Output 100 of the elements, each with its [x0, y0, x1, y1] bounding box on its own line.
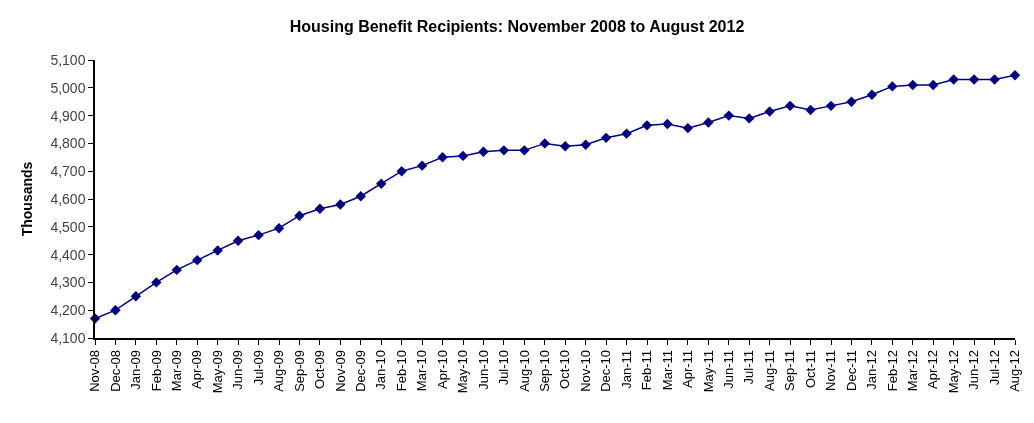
- point: [989, 74, 1000, 85]
- point: [744, 113, 755, 124]
- x-tick-label: Aug-11: [761, 349, 777, 391]
- point: [723, 110, 734, 121]
- point: [825, 100, 837, 112]
- point: [273, 222, 285, 234]
- y-tick-label: 4,600: [50, 190, 86, 207]
- x-tick-label: Feb-11: [639, 349, 655, 391]
- x-tick-label: May-12: [945, 349, 961, 394]
- x-tick-label: May-10: [455, 349, 471, 394]
- x-tick-label: Jul-09: [250, 349, 266, 386]
- point: [948, 74, 959, 85]
- point: [703, 117, 714, 128]
- point: [355, 191, 366, 202]
- point: [805, 104, 816, 116]
- x-tick-label: Nov-08: [87, 349, 103, 392]
- x-tick-label: Apr-10: [434, 349, 450, 389]
- point: [232, 235, 244, 246]
- point: [151, 277, 162, 288]
- y-tick-label: 4,400: [50, 246, 86, 263]
- y-tick-label: 4,800: [50, 135, 86, 152]
- x-tick-label: Feb-09: [148, 349, 164, 392]
- point: [662, 118, 673, 130]
- point: [641, 120, 653, 131]
- point: [314, 203, 326, 214]
- x-tick-label: Mar-09: [169, 349, 185, 392]
- x-tick-label: Apr-09: [189, 349, 205, 389]
- y-tick-label: 5,000: [50, 79, 86, 96]
- point: [1009, 70, 1021, 81]
- point: [928, 79, 939, 91]
- point: [968, 74, 980, 85]
- x-tick-label: Aug-09: [271, 349, 287, 392]
- point: [887, 81, 898, 92]
- x-tick-label: Dec-09: [353, 349, 369, 392]
- point: [416, 160, 428, 171]
- y-tick-label: 4,900: [50, 107, 86, 124]
- point: [621, 128, 632, 139]
- x-tick-label: Jul-12: [986, 349, 1002, 386]
- point: [866, 89, 878, 100]
- chart-title: Housing Benefit Recipients: November 2008 to August 2012: [289, 18, 745, 36]
- point: [437, 152, 448, 163]
- point: [171, 264, 182, 276]
- point: [335, 199, 346, 210]
- point: [498, 145, 510, 156]
- x-tick-label: Oct-10: [557, 349, 573, 389]
- x-tick-label: Mar-12: [905, 349, 921, 392]
- x-tick-label: Jun-12: [966, 349, 982, 390]
- y-tick-label: 4,500: [50, 218, 86, 235]
- x-tick-label: Oct-09: [312, 349, 328, 389]
- point: [376, 178, 387, 189]
- x-tick-label: Sep-10: [537, 349, 553, 392]
- point: [600, 132, 612, 144]
- x-tick-label: Jan-09: [128, 349, 144, 390]
- x-tick-label: Feb-12: [884, 349, 900, 392]
- x-tick-label: Jun-11: [721, 349, 737, 389]
- x-tick-label: Aug-12: [1007, 349, 1023, 392]
- y-tick-label: 4,700: [50, 163, 86, 180]
- point: [539, 138, 550, 149]
- point: [764, 106, 775, 117]
- x-tick-label: Dec-11: [843, 349, 859, 391]
- point: [294, 210, 305, 221]
- x-tick-label: May-11: [700, 349, 716, 393]
- x-tick-label: May-09: [209, 349, 225, 394]
- x-tick-label: Jun-10: [475, 349, 491, 390]
- y-axis-title: Thousands: [18, 161, 35, 237]
- x-tick-label: Nov-09: [332, 349, 348, 392]
- x-tick-label: Oct-11: [802, 349, 818, 389]
- point: [519, 145, 530, 156]
- point: [580, 139, 591, 150]
- point: [253, 229, 264, 241]
- x-tick-label: Dec-08: [107, 349, 123, 392]
- x-tick-label: Mar-11: [659, 349, 675, 391]
- point: [682, 122, 694, 134]
- point: [212, 245, 223, 256]
- y-tick-label: 4,200: [50, 302, 86, 319]
- x-tick-label: Sep-09: [291, 349, 307, 392]
- x-tick-label: Jul-10: [496, 349, 512, 386]
- x-tick-label: Sep-11: [782, 349, 798, 391]
- x-tick-label: Dec-10: [598, 349, 614, 392]
- point: [396, 166, 407, 177]
- x-tick-label: Feb-10: [393, 349, 409, 392]
- x-tick-label: Jan-11: [618, 349, 634, 389]
- point: [784, 100, 796, 112]
- x-tick-label: Apr-11: [680, 349, 696, 389]
- y-tick-label: 5,100: [50, 51, 86, 68]
- point: [846, 96, 857, 107]
- x-tick-label: Apr-12: [925, 349, 941, 389]
- point: [478, 146, 489, 157]
- x-tick-label: Mar-10: [414, 349, 430, 392]
- point: [110, 305, 121, 316]
- x-tick-label: Jan-10: [373, 349, 389, 390]
- x-tick-label: Jun-09: [230, 349, 246, 390]
- x-tick-label: Jul-11: [741, 349, 757, 385]
- y-tick-label: 4,100: [50, 329, 86, 346]
- y-tick-label: 4,300: [50, 274, 86, 291]
- x-tick-label: Nov-11: [823, 349, 839, 391]
- x-tick-label: Nov-10: [577, 349, 593, 392]
- point: [130, 291, 142, 302]
- point: [560, 140, 571, 152]
- x-tick-label: Aug-10: [516, 349, 532, 392]
